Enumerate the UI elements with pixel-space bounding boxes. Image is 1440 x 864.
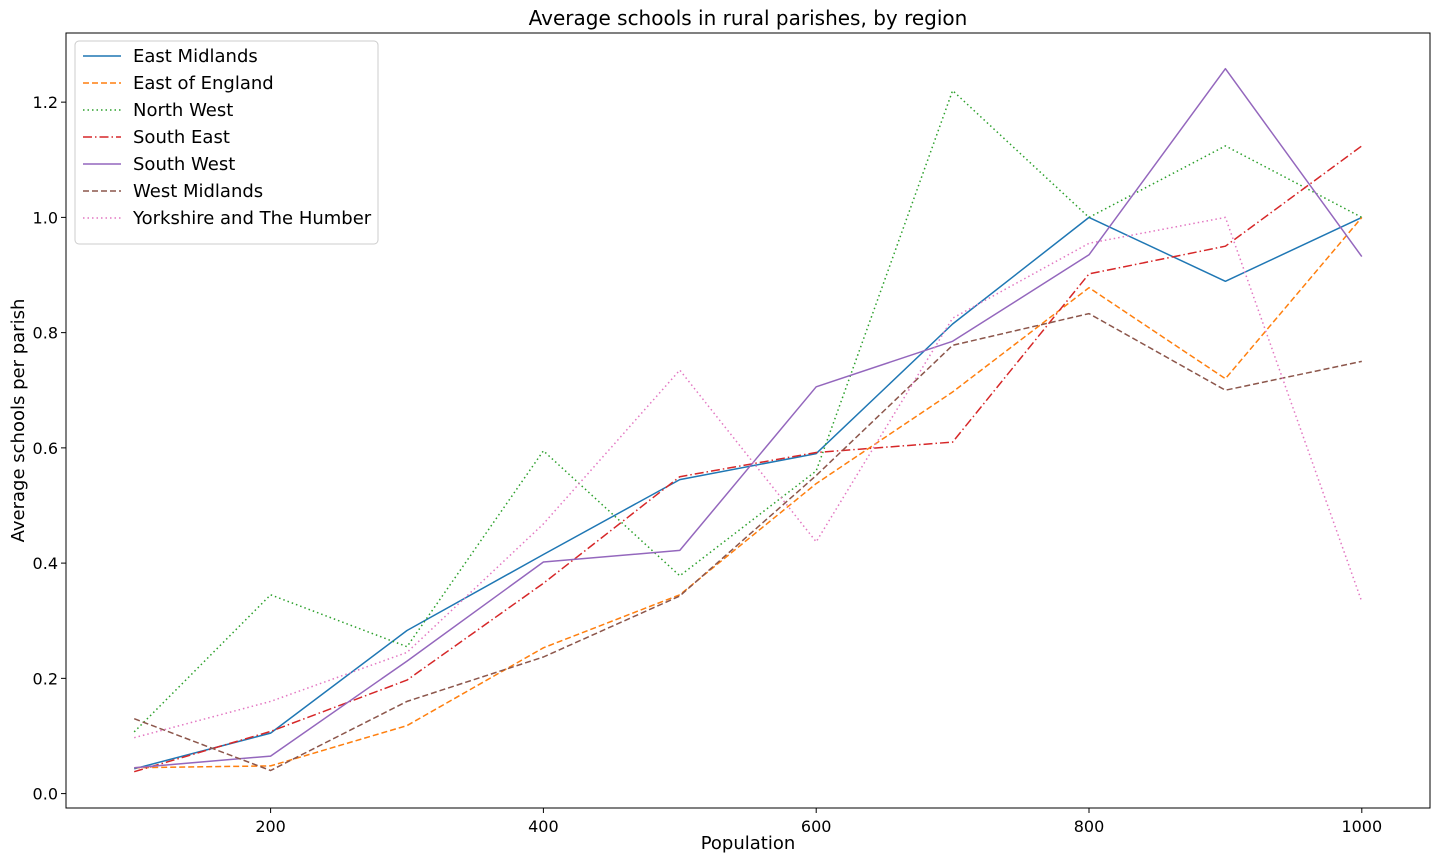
series-layer [133,67,1363,773]
series-line-west-midlands [133,312,1362,772]
series-line-south-east [133,145,1363,773]
plot-area [65,32,1431,809]
legend-label: North West [133,100,233,121]
legend-label: East Midlands [133,46,258,67]
x-tick-label: 1000 [1341,817,1382,836]
y-tick-label: 0.0 [33,785,58,804]
series-line-north-west [133,89,1363,733]
legend-box [74,40,379,245]
y-tick-label: 1.2 [33,93,58,112]
x-tick-label: 600 [801,817,832,836]
series-line-yorkshire-and-the-humber [134,216,1363,739]
y-tick-label: 0.4 [33,554,58,573]
y-tick-label: 0.8 [33,324,58,343]
y-tick-label: 1.0 [33,208,58,227]
legend-label: Yorkshire and The Humber [132,208,372,229]
series-line-east-of-england [134,216,1363,769]
x-axis-label: Population [701,833,796,854]
x-tick-label: 400 [528,817,559,836]
y-axis: 0.0 0.2 0.4 0.6 0.8 1.0 1.2 [33,93,66,804]
y-tick-label: 0.2 [33,669,58,688]
series-line-east-midlands [134,216,1363,770]
legend-label: South West [133,154,235,175]
y-axis-label: Average schools per parish [8,299,29,543]
legend-label: East of England [133,73,274,94]
x-tick-label: 800 [1074,817,1105,836]
series-line-south-west [134,67,1363,769]
x-tick-label: 200 [255,817,286,836]
legend-label: South East [133,127,230,148]
x-axis: 200 400 600 800 1000 [255,808,1382,836]
chart-title: Average schools in rural parishes, by re… [529,6,968,30]
legend: East Midlands East of England North West So… [74,40,379,245]
legend-label: West Midlands [133,181,263,202]
y-tick-label: 0.6 [33,439,58,458]
